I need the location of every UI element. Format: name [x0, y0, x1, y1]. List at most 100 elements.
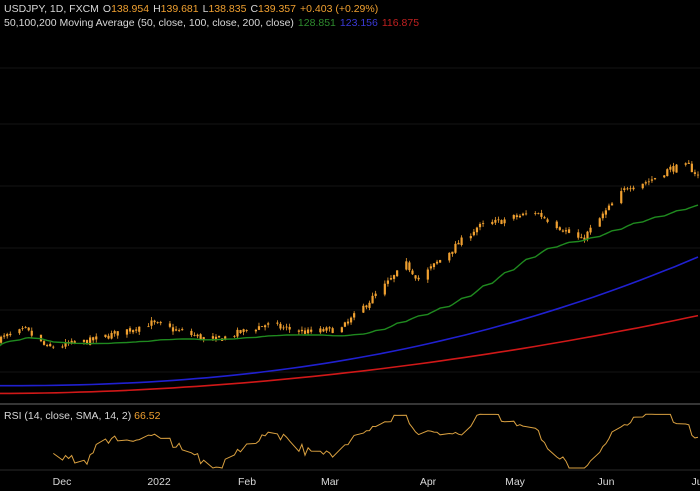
candle	[583, 234, 586, 243]
candle	[264, 324, 267, 331]
candle	[104, 334, 107, 338]
candle	[672, 162, 675, 175]
candle	[610, 201, 614, 206]
candle	[696, 171, 700, 179]
candle	[491, 219, 494, 226]
low-label: L	[202, 3, 209, 15]
x-tick-feb: Feb	[237, 476, 257, 488]
candle	[242, 328, 245, 336]
candle	[632, 185, 635, 191]
candle	[435, 259, 439, 265]
candle	[285, 323, 288, 331]
candle	[687, 160, 690, 164]
candle	[288, 323, 291, 333]
candle	[389, 275, 393, 281]
candle	[267, 321, 270, 328]
ma-legend-label: 50,100,200 Moving Average (50, close, 10…	[4, 17, 294, 29]
candle	[18, 328, 21, 335]
candle	[647, 178, 650, 186]
candle	[534, 211, 537, 216]
candle	[113, 329, 116, 337]
candle	[494, 216, 497, 225]
ma200-value: 116.875	[381, 17, 420, 29]
change-value: +0.403 (+0.29%)	[300, 3, 379, 15]
candle	[684, 162, 687, 167]
candle	[577, 229, 580, 240]
candle	[52, 345, 55, 350]
candle	[561, 229, 565, 233]
low-value: 138.835	[208, 3, 247, 15]
candle	[125, 329, 129, 338]
candle	[190, 328, 193, 337]
candle	[567, 226, 571, 234]
candle	[448, 252, 451, 263]
candle	[383, 280, 386, 297]
candle	[303, 327, 307, 335]
x-tick-jun: Jun	[597, 476, 615, 488]
candle	[365, 304, 368, 310]
candle	[181, 327, 184, 331]
candle	[214, 334, 218, 342]
candle	[9, 331, 12, 337]
candle	[540, 209, 543, 220]
candle	[478, 222, 482, 231]
candle	[233, 335, 236, 338]
candle	[319, 326, 322, 334]
candle	[322, 327, 325, 333]
candle	[411, 268, 414, 276]
ma-legend[interactable]: 50,100,200 Moving Average (50, close, 10…	[4, 17, 423, 30]
candle	[42, 339, 46, 346]
candle	[675, 164, 678, 173]
candle	[297, 329, 300, 335]
ma50-value: 128.851	[297, 17, 336, 29]
candle	[276, 320, 279, 326]
candle	[61, 344, 64, 349]
candle	[171, 323, 175, 335]
candle	[396, 270, 399, 278]
x-tick-may: May	[505, 476, 525, 488]
candle	[537, 212, 540, 215]
candle	[156, 321, 159, 324]
candle	[518, 214, 522, 219]
rsi-legend[interactable]: RSI (14, close, SMA, 14, 2) 66.52	[4, 410, 160, 422]
candle	[439, 259, 442, 263]
candle	[257, 322, 261, 331]
candle	[254, 328, 257, 334]
candle	[325, 326, 328, 334]
ma100-line	[0, 256, 699, 387]
candle	[217, 335, 221, 338]
candle	[644, 180, 647, 186]
rsi-value: 66.52	[134, 410, 161, 422]
candle	[524, 210, 528, 216]
x-tick-jul: Ju	[691, 476, 700, 488]
candle	[469, 233, 472, 241]
candle	[21, 325, 24, 331]
candle	[95, 333, 98, 343]
candle	[589, 224, 592, 235]
high-value: 139.681	[160, 3, 199, 15]
candle	[346, 318, 350, 326]
candle	[353, 311, 356, 321]
ma200-line	[0, 314, 699, 395]
candle	[601, 211, 604, 221]
candle	[138, 326, 141, 335]
candle	[386, 277, 390, 287]
candle	[239, 329, 242, 334]
candle	[653, 177, 657, 181]
candle	[512, 214, 515, 221]
candle	[310, 326, 313, 334]
candle	[147, 323, 150, 328]
candle	[620, 187, 623, 205]
candle	[128, 326, 132, 334]
open-value: 138.954	[111, 3, 150, 15]
x-tick-apr: Apr	[419, 476, 437, 488]
candle	[340, 326, 343, 333]
candle	[153, 319, 156, 325]
candle	[558, 226, 561, 231]
close-label: C	[250, 3, 259, 15]
candlestick-series	[0, 160, 700, 350]
candle	[626, 186, 629, 191]
candle	[650, 176, 654, 183]
candle	[663, 175, 666, 179]
